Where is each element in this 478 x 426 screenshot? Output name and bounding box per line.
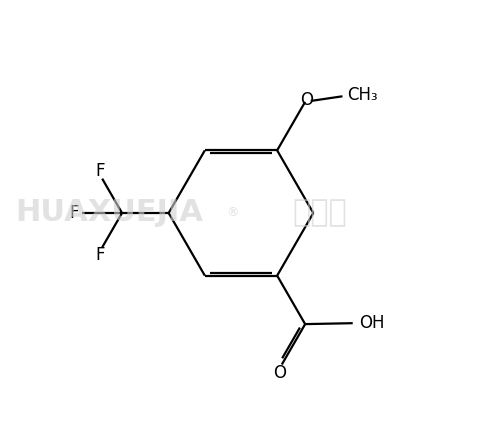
Text: F: F — [69, 204, 79, 222]
Text: CH₃: CH₃ — [347, 86, 378, 104]
Text: 化学加: 化学加 — [293, 199, 347, 227]
Text: O: O — [301, 91, 314, 109]
Text: HUAXUEJIA: HUAXUEJIA — [15, 199, 203, 227]
Text: F: F — [95, 162, 105, 180]
Text: F: F — [95, 246, 105, 264]
Text: O: O — [273, 364, 286, 382]
Text: ®: ® — [226, 207, 239, 219]
Text: OH: OH — [359, 314, 384, 332]
